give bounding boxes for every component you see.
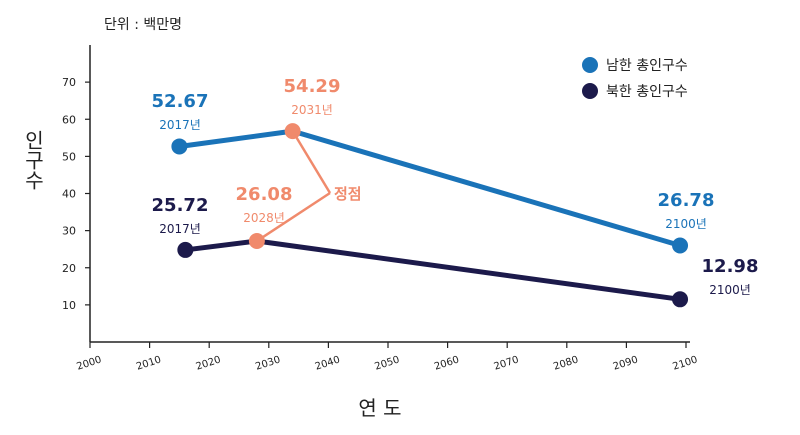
data-label-value: 54.29 [284,76,341,97]
data-label-year: 2100년 [709,283,751,297]
peak-connector-north [256,191,331,243]
y-tick-label: 30 [62,225,76,238]
legend-item-north: 북한 총인구수 [582,78,688,104]
y-tick-label: 70 [62,76,76,89]
y-tick-label: 20 [62,262,76,275]
data-label-year: 2017년 [159,222,201,236]
x-tick-label: 2070 [493,354,521,372]
x-tick-label: 2100 [671,354,699,372]
legend-marker-north [582,83,598,99]
x-tick-label: 2040 [314,354,342,372]
legend-label-south: 남한 총인구수 [606,58,688,74]
data-point-0-2 [672,237,689,254]
data-label-value: 25.72 [152,195,209,216]
data-point-1-0 [177,241,194,258]
legend-item-south: 남한 총인구수 [582,52,688,78]
data-label-value: 12.98 [702,256,759,277]
x-tick-label: 2050 [373,354,401,372]
y-tick-label: 40 [62,188,76,201]
y-axis-title: 인구수 [21,130,45,190]
y-tick-label: 10 [62,299,76,312]
data-point-1-1 [248,233,265,250]
unit-label: 단위 : 백만명 [104,17,183,33]
data-point-1-2 [672,291,689,308]
x-tick-label: 2000 [75,354,103,372]
y-tick-label: 60 [62,113,76,126]
data-label-year: 2028년 [243,211,285,225]
x-tick-label: 2060 [433,354,461,372]
series-line-1 [182,238,683,302]
x-tick-label: 2080 [552,354,580,372]
legend: 남한 총인구수 북한 총인구수 [582,52,688,104]
x-tick-label: 2010 [135,354,163,372]
data-label-value: 26.78 [658,190,715,211]
data-label-year: 2017년 [159,118,201,132]
x-tick-label: 2090 [612,354,640,372]
data-label-value: 52.67 [152,91,209,112]
data-label-year: 2100년 [665,217,707,231]
peak-label: 정점 [334,185,362,203]
data-label-year: 2031년 [291,103,333,117]
data-point-0-1 [284,123,301,140]
legend-marker-south [582,57,598,73]
x-tick-label: 2030 [254,354,282,372]
x-tick-label: 2020 [195,354,223,372]
data-label-value: 26.08 [236,184,293,205]
y-tick-label: 50 [62,150,76,163]
data-point-0-0 [171,138,188,155]
legend-label-north: 북한 총인구수 [606,84,688,100]
x-axis-title: 연 도 [358,396,402,420]
peak-connector-south [291,130,332,194]
